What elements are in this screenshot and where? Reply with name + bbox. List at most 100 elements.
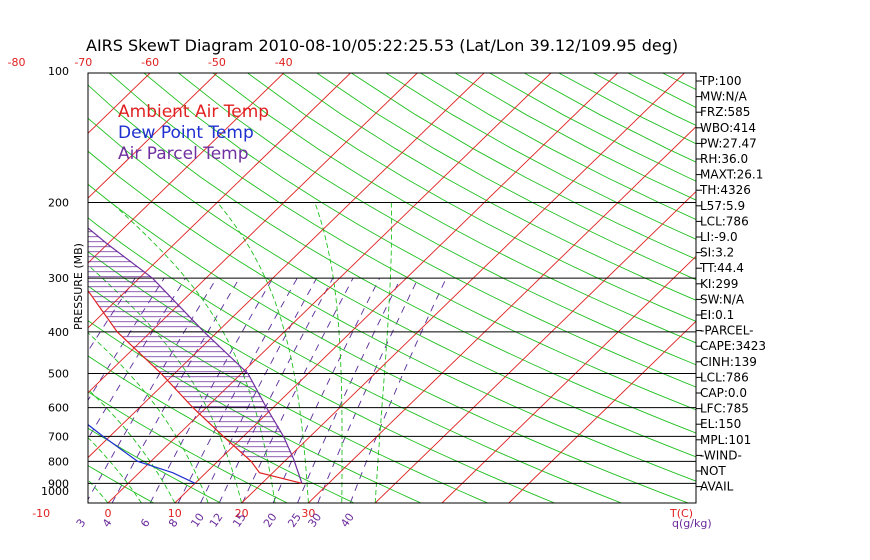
dry-adiabat-line	[109, 73, 696, 411]
mixing-ratio-line	[88, 277, 186, 440]
index-label: SI:3.2	[700, 246, 734, 260]
isotherm-line	[88, 73, 285, 264]
dry-adiabat-line	[88, 391, 288, 503]
pressure-tick-label: 200	[48, 196, 69, 209]
isotherm-line	[88, 73, 418, 394]
bottom-temp-tick-label: 30	[301, 507, 315, 520]
legend-entry: Air Parcel Temp	[118, 144, 249, 164]
plot-frame	[87, 72, 697, 504]
dry-adiabats	[88, 73, 696, 503]
pressure-tick-label: 300	[48, 272, 69, 285]
pressure-tick-label: 1000	[41, 485, 69, 498]
moist-adiabat-line	[88, 436, 142, 503]
dry-adiabat-line	[143, 73, 696, 388]
index-label: MAXT:26.1	[700, 168, 763, 182]
isotherm-line	[107, 73, 552, 503]
isotherm-line	[441, 255, 696, 503]
isotherm-line	[374, 190, 696, 503]
bottom-temp-tick-label: 0	[105, 507, 112, 520]
index-label: MPL:101	[700, 433, 751, 447]
legend-entry: Dew Point Temp	[118, 123, 254, 143]
pressure-tick-label: 600	[48, 402, 69, 415]
top-temp-tick-label: -60	[141, 56, 159, 69]
index-label: -PARCEL-	[700, 324, 754, 338]
index-label: NOT	[700, 464, 726, 478]
dry-adiabat-line	[351, 73, 696, 260]
dry-adiabat-line	[212, 73, 696, 344]
index-label: LCL:786	[700, 370, 749, 384]
mixing-ratio-line	[177, 277, 298, 503]
index-label: TT:44.4	[699, 261, 744, 275]
index-label: TH:4326	[699, 183, 751, 197]
dry-adiabat-line	[178, 73, 696, 366]
dry-adiabat-line	[88, 217, 622, 503]
bottom-temp-tick-label: -10	[32, 507, 50, 520]
mixing-ratio-line	[200, 277, 317, 503]
index-label: KI:299	[700, 277, 738, 291]
index-label: FRZ:585	[700, 105, 750, 119]
top-temp-tick-label: -80	[8, 56, 26, 69]
sounding-profiles	[88, 227, 303, 484]
index-label: MW:N/A	[700, 90, 748, 104]
series-line-ambient-air-temp	[88, 289, 303, 484]
chart-title: AIRS SkewT Diagram 2010-08-10/05:22:25.5…	[86, 36, 678, 55]
dry-adiabat-line	[281, 73, 696, 301]
plot-area	[87, 72, 697, 504]
index-label: PW:27.47	[700, 136, 757, 150]
isotherms	[88, 73, 696, 503]
index-label: AVAIL	[700, 480, 734, 494]
index-label: LCL:786	[700, 214, 749, 228]
index-label: EI:0.1	[700, 308, 734, 322]
top-temperature-ticks: -120-110-100-90-80-70-60-50-40	[8, 56, 293, 69]
pressure-tick-label: 500	[48, 368, 69, 381]
cape-hatching	[88, 231, 293, 458]
pressure-tick-label: 100	[48, 65, 69, 78]
pressure-tick-label: 900	[48, 477, 69, 490]
y-axis-label: PRESSURE (MB)	[72, 243, 85, 330]
top-temp-tick-label: -70	[74, 56, 92, 69]
pressure-tick-label: 400	[48, 326, 69, 339]
dry-adiabat-line	[88, 465, 155, 503]
x-axis-label: T(C)	[669, 507, 693, 520]
dry-adiabat-line	[247, 73, 696, 322]
isobars	[88, 201, 696, 484]
isotherm-line	[88, 73, 218, 199]
bottom-temp-tick-label: 20	[235, 507, 249, 520]
index-label: LFC:785	[700, 402, 749, 416]
mixing-ratio-line	[218, 277, 334, 503]
bottom-temp-tick-label: 10	[168, 507, 182, 520]
index-label: -WIND-	[700, 448, 742, 462]
isotherm-line	[88, 73, 485, 459]
isotherm-line	[88, 73, 351, 329]
series-line-dew-point-temp	[88, 423, 196, 484]
index-label: EL:150	[700, 417, 741, 431]
index-label: SW:N/A	[700, 292, 745, 306]
index-label: CAPE:3423	[700, 339, 766, 353]
dry-adiabat-line	[88, 84, 696, 434]
pressure-tick-label: 700	[48, 430, 69, 443]
index-label: WBO:414	[700, 121, 756, 135]
isotherm-line	[241, 73, 685, 503]
dry-adiabat-line	[88, 355, 355, 503]
top-temp-tick-label: -50	[208, 56, 226, 69]
dry-adiabat-line	[88, 183, 689, 503]
index-label: RH:36.0	[700, 152, 748, 166]
moist-adiabat-line	[314, 202, 343, 503]
dry-adiabat-line	[88, 150, 696, 482]
dry-adiabat-line	[88, 117, 696, 458]
isotherm-line	[508, 320, 696, 503]
mixing-ratio-unit: q(g/kg)	[672, 517, 712, 530]
series-line-air-parcel-temp	[88, 227, 303, 484]
moist-adiabat-line	[217, 202, 309, 503]
legend-entry: Ambient Air Temp	[118, 102, 269, 122]
dry-adiabat-line	[88, 251, 555, 503]
pressure-tick-label: 800	[48, 455, 69, 468]
mixing-ratio-line	[88, 277, 217, 501]
top-temp-tick-label: -40	[275, 56, 293, 69]
isotherm-line	[308, 126, 696, 503]
